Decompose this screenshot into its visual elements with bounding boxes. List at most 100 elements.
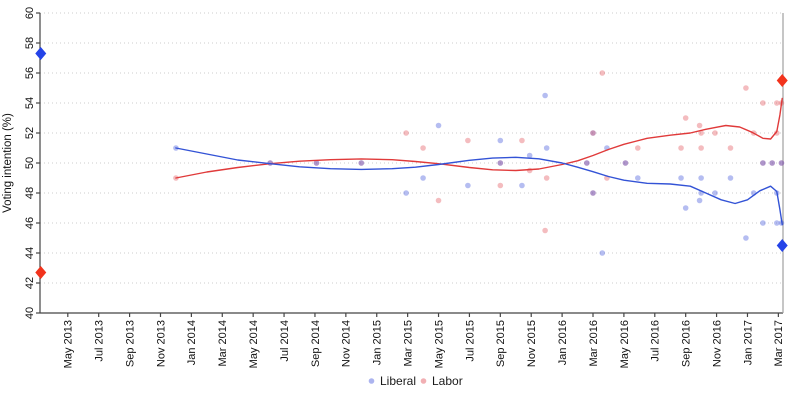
poll-point-liberal: [760, 220, 766, 226]
legend-labor-dot: [420, 378, 427, 384]
poll-point-labor: [590, 190, 596, 196]
y-tick-label: 56: [24, 67, 36, 79]
election-diamond-labor: [35, 266, 47, 279]
poll-point-labor: [526, 167, 533, 174]
x-tick-label: May 2016: [619, 320, 631, 368]
legend-liberal-dot: [368, 378, 375, 384]
poll-point-labor: [696, 122, 703, 129]
poll-point-labor: [698, 145, 704, 151]
poll-point-liberal: [778, 160, 785, 166]
poll-point-labor: [497, 182, 504, 189]
x-tick-label: Nov 2016: [711, 320, 723, 367]
x-tick-label: Jan 2017: [742, 320, 754, 365]
poll-point-labor: [760, 160, 766, 166]
poll-point-labor: [774, 130, 780, 136]
x-tick-label: Sep 2016: [681, 320, 693, 367]
x-tick-label: May 2015: [433, 320, 445, 368]
poll-point-labor: [497, 160, 504, 166]
x-tick-label: May 2013: [63, 320, 75, 368]
poll-point-liberal: [313, 160, 320, 166]
poll-point-liberal: [712, 190, 718, 196]
gridline-layer: [40, 12, 783, 284]
poll-point-liberal: [682, 205, 689, 211]
x-tick-label: Sep 2015: [495, 320, 507, 367]
poll-point-labor: [435, 197, 442, 204]
y-tick-label: 54: [24, 97, 36, 109]
poll-point-labor: [622, 160, 629, 166]
poll-point-liberal: [519, 182, 525, 189]
x-tick-label: Jul 2014: [279, 320, 291, 362]
poll-point-liberal: [678, 175, 684, 181]
poll-point-liberal: [435, 122, 442, 129]
x-tick-label: Jan 2014: [186, 320, 198, 365]
poll-point-liberal: [696, 197, 703, 204]
poll-point-liberal: [465, 182, 471, 189]
y-tick-label: 50: [24, 157, 36, 169]
poll-point-liberal: [542, 92, 548, 99]
poll-point-liberal: [420, 175, 426, 181]
poll-point-liberal: [590, 130, 596, 136]
poll-point-liberal: [497, 160, 504, 166]
poll-point-labor: [543, 175, 550, 181]
y-tick-label: 46: [24, 217, 36, 229]
legend-labor-label: Labor: [432, 374, 463, 388]
x-tick-label: Jul 2016: [650, 320, 662, 362]
poll-point-labor: [403, 130, 409, 136]
poll-point-liberal: [358, 160, 365, 166]
poll-point-liberal: [599, 250, 606, 256]
election-diamond-liberal: [35, 47, 47, 60]
poll-point-labor: [599, 70, 606, 76]
poll-point-labor: [542, 227, 548, 234]
x-tick-label: Sep 2014: [310, 320, 322, 367]
poll-point-labor: [682, 115, 689, 121]
x-tick-label: Jul 2013: [94, 320, 106, 362]
x-tick-label: Mar 2015: [402, 320, 414, 366]
poll-point-labor: [465, 137, 471, 144]
poll-point-liberal: [622, 160, 629, 166]
legend: Liberal Labor: [368, 374, 463, 388]
poll-point-liberal: [590, 190, 596, 196]
x-tick-label: Nov 2014: [341, 320, 353, 367]
poll-point-labor: [420, 145, 426, 151]
poll-point-labor: [712, 130, 718, 136]
poll-point-liberal: [526, 152, 533, 159]
poll-point-labor: [584, 160, 590, 166]
x-tick-label: Jan 2016: [557, 320, 569, 365]
x-tick-label: Sep 2013: [124, 320, 136, 367]
y-tick-label: 52: [24, 127, 36, 139]
x-tick-label: May 2014: [248, 320, 260, 368]
poll-point-liberal: [760, 160, 766, 166]
x-tick-label: Jul 2015: [464, 320, 476, 362]
poll-point-labor: [727, 145, 734, 151]
legend-liberal-label: Liberal: [380, 374, 416, 388]
poll-point-liberal: [403, 190, 409, 196]
poll-point-liberal: [698, 175, 704, 181]
y-tick-label: 48: [24, 187, 36, 199]
poll-point-liberal: [727, 175, 734, 181]
poll-point-liberal: [634, 175, 641, 181]
poll-point-labor: [519, 137, 525, 144]
x-tick-label: Jan 2015: [372, 320, 384, 365]
x-tick-label: Mar 2017: [773, 320, 785, 366]
labor-trend-line: [175, 97, 783, 179]
poll-point-liberal: [497, 137, 504, 144]
election-diamond-labor: [776, 74, 788, 87]
poll-point-labor: [769, 160, 775, 166]
x-tick-label: Mar 2014: [217, 320, 229, 366]
data-layer: [35, 47, 788, 279]
poll-point-liberal: [543, 145, 550, 151]
liberal-trend-line: [175, 147, 783, 226]
poll-point-labor: [774, 100, 780, 106]
y-tick-label: 58: [24, 37, 36, 49]
x-tick-label: Mar 2016: [588, 320, 600, 366]
y-tick-label: 44: [24, 247, 36, 259]
poll-point-labor: [590, 130, 596, 136]
poll-point-labor: [760, 100, 766, 106]
election-diamond-liberal: [776, 239, 788, 252]
poll-point-liberal: [774, 220, 780, 226]
poll-point-labor: [634, 145, 641, 151]
poll-point-liberal: [584, 160, 590, 166]
y-axis-title: Voting intention (%): [2, 113, 14, 213]
